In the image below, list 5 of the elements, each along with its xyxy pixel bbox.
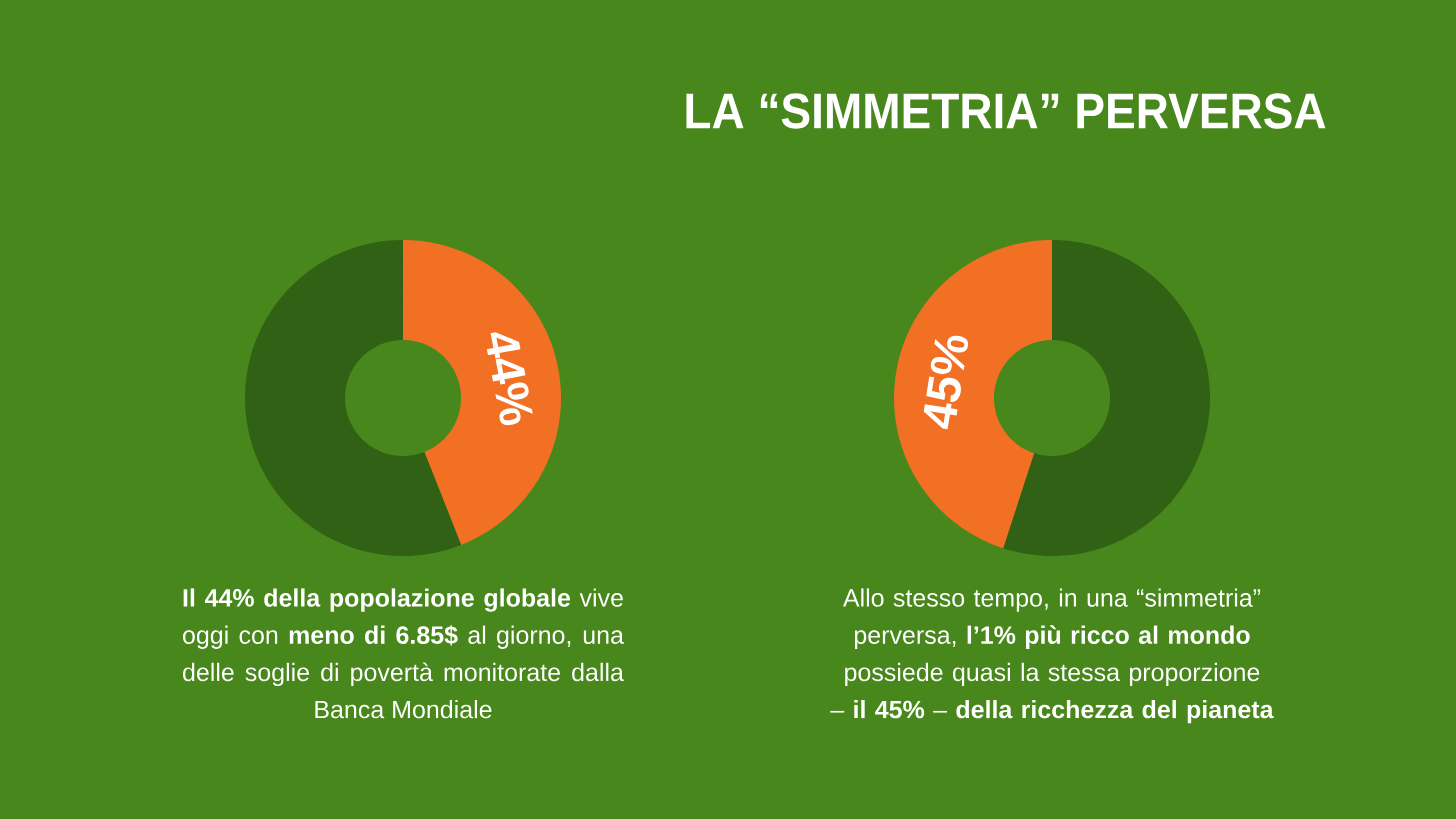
chart-title: LA “SIMMETRIA” PERVERSA (686, 93, 1326, 129)
text: Allo stesso tempo, in una “simmetria” perversa, l’1% più ricco al mondo possiede quasi la stessa proporzione – il 45% – della ricchezza del pianeta (830, 588, 1274, 724)
data-label: 44% (486, 332, 533, 426)
text: Il 44% della popolazione globale vive oggi con meno di 6.85$ al giorno, una delle soglie di povertà monitorate dalla Banca Mondiale (183, 588, 624, 719)
data-label: 45% (923, 335, 969, 430)
